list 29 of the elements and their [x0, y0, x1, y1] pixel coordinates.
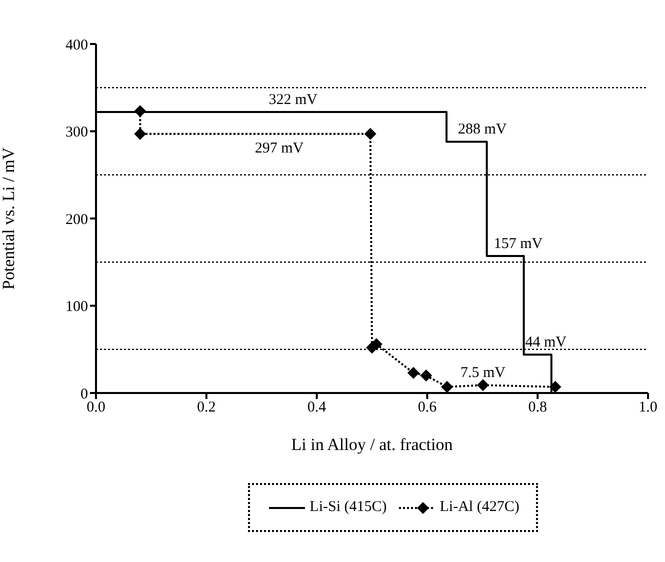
x-axis-title: Li in Alloy / at. fraction	[291, 435, 454, 454]
x-tick-label: 1.0	[638, 400, 658, 416]
annotation: 288 mV	[458, 122, 507, 138]
y-tick-label: 300	[66, 124, 88, 141]
annotation: 297 mV	[254, 140, 304, 157]
annotation: 7.5 mV	[460, 365, 506, 382]
x-tick-label: 0.6	[418, 400, 438, 416]
x-tick-label: 0.4	[307, 400, 327, 416]
y-tick-label: 0	[80, 386, 88, 402]
x-tick-label: 0.8	[528, 400, 547, 416]
legend-label: Li-Si (415C)	[310, 499, 387, 516]
y-axis-title: Potential vs. Li / mV	[0, 146, 18, 290]
point	[476, 379, 489, 392]
legend-label: Li-Al (427C)	[440, 499, 520, 516]
point	[407, 366, 420, 379]
point	[441, 380, 454, 393]
point	[134, 105, 146, 118]
point	[549, 380, 562, 393]
y-tick-label: 400	[66, 37, 88, 54]
point	[420, 370, 432, 382]
x-tick-label: 0.0	[86, 400, 106, 416]
annotation: 157 mV	[494, 236, 543, 252]
y-tick-label: 200	[66, 212, 88, 228]
point	[134, 128, 146, 140]
x-tick-label: 0.2	[197, 400, 216, 416]
y-tick-label: 100	[66, 299, 88, 316]
annotation: 44 mV	[525, 334, 567, 351]
point	[364, 128, 376, 140]
annotation: 322 mV	[268, 92, 318, 108]
